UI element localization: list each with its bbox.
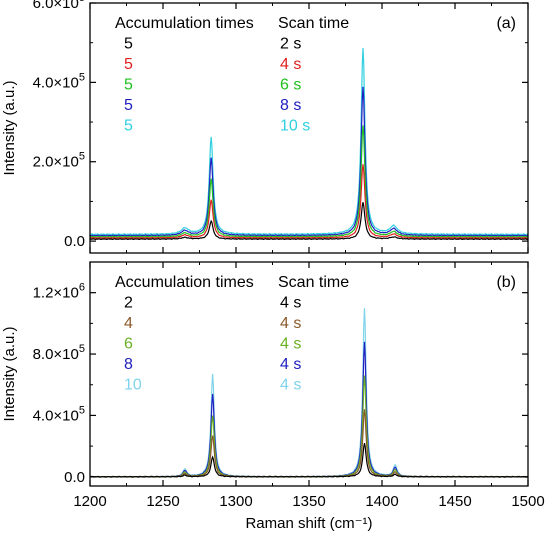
y-tick-label: 1.2×106 [33, 282, 85, 302]
legend-accumulation-value: 10 [124, 377, 142, 394]
chart-panel-b: 0.0 4.0×105 8.0×105 1.2×106 Intensity (a.u.)… [1, 261, 545, 532]
legend-header-scan: Scan time [278, 274, 349, 291]
series-line-8-4s [90, 341, 528, 478]
legend-accumulation-value: 5 [124, 36, 133, 53]
y-tick-label: 8.0×105 [33, 343, 85, 363]
legend-accumulation-value: 2 [124, 295, 133, 312]
y-axis-title: Intensity (a.u.) [1, 326, 18, 421]
series-line-5-6s [90, 125, 528, 238]
legend-accumulation-value: 4 [124, 315, 133, 332]
series-line-5-10s [90, 47, 528, 236]
x-tick-labels: 1200 1250 1300 1350 1400 1450 1500 [73, 493, 544, 510]
y-tick-label: 4.0×105 [33, 71, 85, 91]
legend: Accumulation times Scan time 2 4 s 4 4 s 6 4 s 8… [115, 274, 349, 394]
series-line-5-2s [90, 202, 528, 241]
chart-panel-a: 0.0 2.0×105 4.0×105 6.0×105 Intensity (a.u.)… [1, 0, 529, 254]
x-axis-title: Raman shift (cm⁻¹) [245, 515, 372, 532]
series-line-5-4s [90, 164, 528, 239]
legend-scan-value: 4 s [280, 56, 301, 73]
y-tick-label: 2.0×105 [33, 151, 85, 171]
x-ticks [89, 262, 529, 486]
series-line-6-4s [90, 375, 528, 478]
x-tick-label: 1200 [73, 493, 106, 510]
legend: Accumulation times Scan time 5 2 s 5 4 s 5 6 s 5… [115, 15, 349, 135]
legend-scan-value: 4 s [280, 295, 301, 312]
y-tick-label: 0.0 [64, 233, 85, 250]
legend-scan-value: 4 s [280, 315, 301, 332]
x-tick-label: 1350 [292, 493, 325, 510]
legend-scan-value: 2 s [280, 36, 301, 53]
legend-header-accumulation: Accumulation times [115, 274, 254, 291]
legend-scan-value: 10 s [280, 118, 310, 135]
series-line-5-8s [90, 86, 528, 237]
legend-accumulation-value: 5 [124, 77, 133, 94]
legend-header-accumulation: Accumulation times [115, 15, 254, 32]
legend-scan-value: 8 s [280, 97, 301, 114]
x-tick-label: 1250 [146, 493, 179, 510]
x-tick-label: 1500 [511, 493, 544, 510]
x-tick-label: 1400 [365, 493, 398, 510]
y-ticks: 0.0 2.0×105 4.0×105 6.0×105 [33, 0, 528, 250]
series-line-10-4s [90, 308, 528, 478]
legend-scan-value: 4 s [280, 377, 301, 394]
panel-label: (a) [496, 15, 516, 32]
series-line-2-4s [90, 443, 528, 478]
legend-accumulation-value: 6 [124, 336, 133, 353]
legend-accumulation-value: 5 [124, 56, 133, 73]
series-line-4-4s [90, 409, 528, 478]
plot-frame [89, 261, 529, 487]
legend-scan-value: 6 s [280, 77, 301, 94]
y-tick-label: 0.0 [64, 469, 85, 486]
legend-header-scan: Scan time [278, 15, 349, 32]
legend-accumulation-value: 5 [124, 118, 133, 135]
legend-scan-value: 4 s [280, 336, 301, 353]
legend-scan-value: 4 s [280, 356, 301, 373]
panel-label: (b) [496, 274, 516, 291]
legend-accumulation-value: 5 [124, 97, 133, 114]
series-lines [90, 47, 528, 241]
series-lines [90, 308, 528, 478]
y-axis-title: Intensity (a.u.) [1, 80, 18, 175]
y-tick-label: 6.0×105 [33, 0, 85, 12]
legend-accumulation-value: 8 [124, 356, 133, 373]
x-ticks [89, 3, 529, 253]
x-tick-label: 1300 [219, 493, 252, 510]
y-ticks: 0.0 4.0×105 8.0×105 1.2×106 [33, 282, 528, 486]
x-tick-label: 1450 [438, 493, 471, 510]
y-tick-label: 4.0×105 [33, 404, 85, 424]
